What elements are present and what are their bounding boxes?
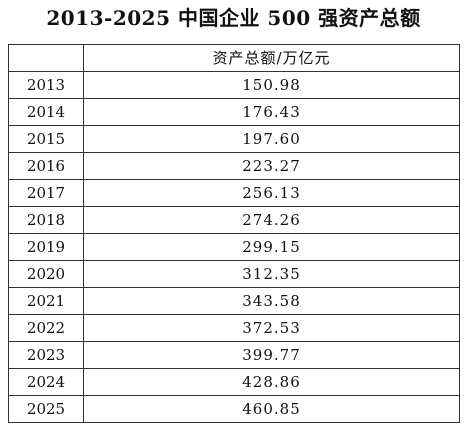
table-row: 2020 312.35 xyxy=(8,260,460,288)
asset-value-cell: 372.53 xyxy=(83,314,460,342)
asset-value-cell: 150.98 xyxy=(83,71,460,99)
table-row: 2015 197.60 xyxy=(8,125,460,153)
asset-value-cell: 312.35 xyxy=(83,260,460,288)
value-column-header: 资产总额/万亿元 xyxy=(83,44,460,72)
year-cell: 2023 xyxy=(8,341,84,369)
year-cell: 2018 xyxy=(8,206,84,234)
year-cell: 2015 xyxy=(8,125,84,153)
year-cell: 2020 xyxy=(8,260,84,288)
asset-table: 资产总额/万亿元 2013 150.98 2014 176.43 2015 197.60 2… xyxy=(8,44,460,423)
table-row: 2025 460.85 xyxy=(8,395,460,423)
year-cell: 2014 xyxy=(8,98,84,126)
asset-value-cell: 343.58 xyxy=(83,287,460,315)
year-cell: 2013 xyxy=(8,71,84,99)
year-cell: 2016 xyxy=(8,152,84,180)
asset-value-cell: 299.15 xyxy=(83,233,460,261)
table-body: 2013 150.98 2014 176.43 2015 197.60 2016 223.27… xyxy=(8,71,460,423)
table-row: 2018 274.26 xyxy=(8,206,460,234)
year-cell: 2019 xyxy=(8,233,84,261)
asset-value-cell: 460.85 xyxy=(83,395,460,423)
table-row: 2016 223.27 xyxy=(8,152,460,180)
asset-value-cell: 428.86 xyxy=(83,368,460,396)
year-cell: 2025 xyxy=(8,395,84,423)
asset-value-cell: 399.77 xyxy=(83,341,460,369)
table-row: 2013 150.98 xyxy=(8,71,460,99)
year-cell: 2017 xyxy=(8,179,84,207)
asset-value-cell: 223.27 xyxy=(83,152,460,180)
year-cell: 2024 xyxy=(8,368,84,396)
asset-value-cell: 197.60 xyxy=(83,125,460,153)
table-row: 2024 428.86 xyxy=(8,368,460,396)
page-title: 2013-2025 中国企业 500 强资产总额 xyxy=(46,6,421,30)
table-row: 2022 372.53 xyxy=(8,314,460,342)
table-row: 2019 299.15 xyxy=(8,233,460,261)
asset-value-cell: 256.13 xyxy=(83,179,460,207)
table-row: 2021 343.58 xyxy=(8,287,460,315)
year-column-header xyxy=(8,44,84,72)
table-row: 2017 256.13 xyxy=(8,179,460,207)
table-row: 2014 176.43 xyxy=(8,98,460,126)
asset-value-cell: 274.26 xyxy=(83,206,460,234)
asset-value-cell: 176.43 xyxy=(83,98,460,126)
year-cell: 2021 xyxy=(8,287,84,315)
table-header-row: 资产总额/万亿元 xyxy=(8,44,460,72)
year-cell: 2022 xyxy=(8,314,84,342)
table-row: 2023 399.77 xyxy=(8,341,460,369)
